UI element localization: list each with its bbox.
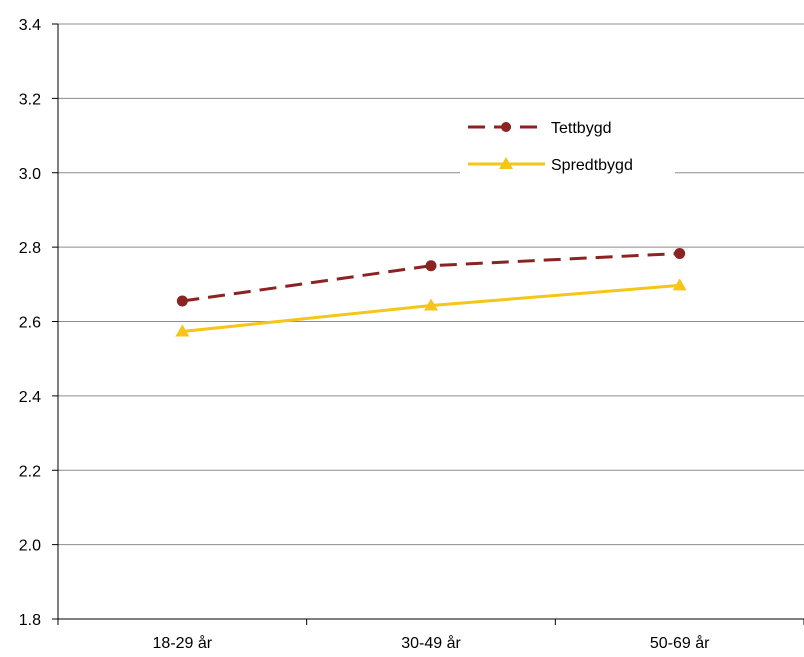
legend: Tettbygd Spredtbygd bbox=[460, 105, 675, 180]
y-tick-label: 2.6 bbox=[19, 315, 41, 332]
x-tick-label: 50-69 år bbox=[650, 634, 710, 652]
y-axis-ticks: 1.8 2.0 2.2 2.4 2.6 2.8 3.0 3.2 3.4 bbox=[19, 17, 58, 629]
series-line-tettbygd bbox=[182, 251, 680, 303]
legend-label-spredtbygd: Spredtbygd bbox=[551, 157, 633, 174]
y-tick-label: 3.4 bbox=[19, 17, 41, 34]
x-tick-label: 18-29 år bbox=[153, 634, 213, 652]
legend-item-tettbygd: Tettbygd bbox=[468, 120, 611, 137]
series-layer bbox=[175, 247, 687, 337]
y-tick-label: 3.0 bbox=[19, 166, 41, 183]
data-point-spredtbygd bbox=[672, 278, 687, 291]
legend-item-spredtbygd: Spredtbygd bbox=[468, 157, 633, 174]
x-axis-ticks: 18-29 år 30-49 år 50-69 år bbox=[57, 619, 804, 652]
x-tick-label: 30-49 år bbox=[401, 634, 461, 652]
y-tick-label: 1.8 bbox=[19, 612, 41, 629]
y-tick-label: 3.2 bbox=[19, 91, 41, 108]
data-point-tettbygd bbox=[176, 295, 188, 307]
y-tick-label: 2.2 bbox=[19, 463, 41, 480]
legend-background bbox=[460, 105, 675, 180]
legend-label-tettbygd: Tettbygd bbox=[551, 120, 611, 137]
gridlines bbox=[58, 23, 804, 546]
data-point-spredtbygd bbox=[424, 298, 438, 311]
data-point-tettbygd bbox=[425, 260, 437, 272]
legend-marker-spredtbygd bbox=[499, 157, 513, 169]
y-tick-label: 2.8 bbox=[19, 240, 41, 257]
y-tick-label: 2.4 bbox=[19, 389, 41, 406]
y-tick-label: 2.0 bbox=[19, 538, 41, 555]
data-point-tettbygd bbox=[674, 247, 686, 259]
legend-marker-tettbygd bbox=[501, 122, 511, 132]
data-point-spredtbygd bbox=[175, 324, 190, 337]
